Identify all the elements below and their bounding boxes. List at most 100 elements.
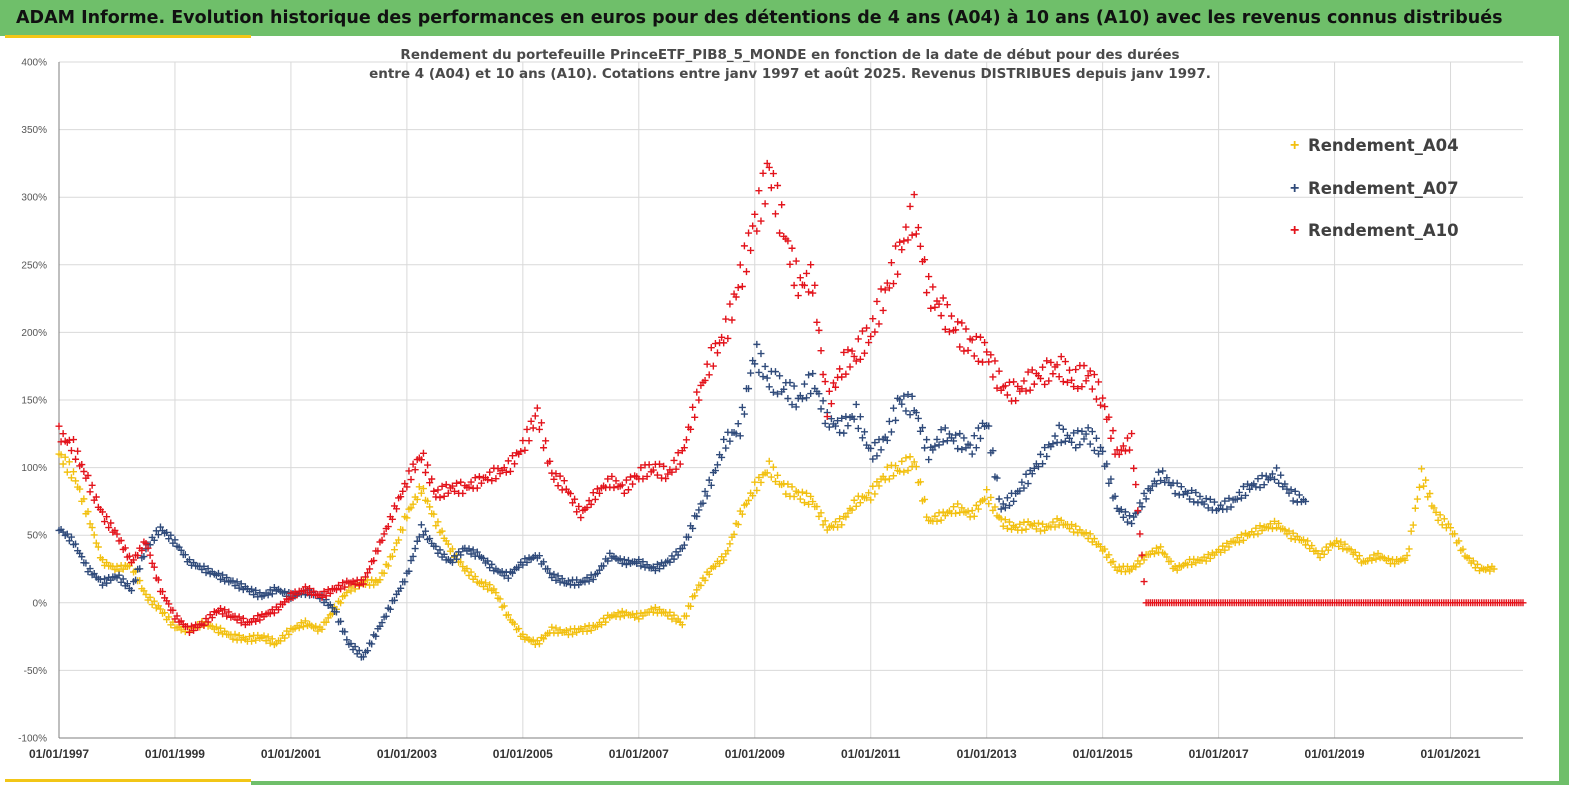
point-rendement-a10 (125, 552, 133, 560)
point-rendement-a07 (1080, 435, 1088, 443)
point-rendement-a04 (1049, 518, 1057, 526)
point-rendement-a10 (494, 465, 502, 473)
point-rendement-a07 (606, 549, 614, 557)
point-rendement-a07 (1111, 492, 1119, 500)
point-rendement-a04 (1341, 540, 1349, 548)
point-rendement-a04 (246, 633, 254, 641)
point-rendement-a07 (604, 557, 612, 565)
point-rendement-a07 (838, 414, 846, 422)
point-rendement-a07 (440, 550, 448, 558)
point-rendement-a04 (631, 613, 639, 621)
point-rendement-a07 (432, 542, 440, 550)
point-rendement-a07 (890, 404, 898, 412)
point-rendement-a04 (1032, 525, 1040, 533)
point-rendement-a10 (687, 425, 695, 433)
point-rendement-a04 (1469, 557, 1477, 565)
point-rendement-a07 (1217, 501, 1225, 509)
point-rendement-a04 (1384, 555, 1392, 563)
point-rendement-a10 (200, 621, 208, 629)
legend-marker-a10: + (1290, 222, 1300, 239)
accent-bar-bottom (5, 779, 251, 782)
point-rendement-a04 (819, 521, 827, 529)
point-rendement-a07 (136, 565, 144, 573)
point-rendement-a07 (515, 563, 523, 571)
point-rendement-a10 (927, 304, 935, 312)
point-rendement-a04 (1436, 511, 1444, 519)
point-rendement-a07 (774, 390, 782, 398)
point-rendement-a10 (434, 486, 442, 494)
point-rendement-a07 (1043, 452, 1051, 460)
point-rendement-a04 (664, 612, 672, 620)
point-rendement-a04 (1465, 554, 1473, 562)
point-rendement-a04 (987, 493, 995, 501)
point-rendement-a10 (595, 489, 603, 497)
point-rendement-a10 (825, 387, 833, 395)
point-rendement-a04 (165, 613, 173, 621)
point-rendement-a04 (883, 463, 891, 471)
point-rendement-a10 (713, 349, 721, 357)
point-rendement-a04 (985, 500, 993, 508)
point-rendement-a07 (1202, 495, 1210, 503)
point-rendement-a07 (771, 368, 779, 376)
point-rendement-a04 (248, 637, 256, 645)
point-rendement-a04 (1337, 538, 1345, 546)
point-rendement-a07 (620, 556, 628, 564)
point-rendement-a04 (1374, 549, 1382, 557)
point-rendement-a10 (1121, 447, 1129, 455)
point-rendement-a04 (140, 587, 148, 595)
point-rendement-a04 (1016, 520, 1024, 528)
point-rendement-a07 (154, 531, 162, 539)
point-rendement-a10 (832, 383, 840, 391)
point-rendement-a10 (88, 481, 96, 489)
point-rendement-a10 (976, 333, 984, 341)
point-rendement-a07 (65, 537, 73, 545)
point-rendement-a07 (181, 551, 189, 559)
point-rendement-a04 (796, 495, 804, 503)
point-rendement-a07 (898, 400, 906, 408)
point-rendement-a10 (724, 334, 732, 342)
point-rendement-a04 (1391, 560, 1399, 568)
point-rendement-a04 (666, 608, 674, 616)
point-rendement-a07 (248, 585, 256, 593)
point-rendement-a10 (426, 479, 434, 487)
point-rendement-a04 (817, 509, 825, 517)
point-rendement-a07 (1227, 503, 1235, 511)
point-rendement-a07 (827, 415, 835, 423)
point-rendement-a10 (1099, 394, 1107, 402)
point-rendement-a04 (875, 482, 883, 490)
point-rendement-a07 (337, 617, 345, 625)
point-rendement-a07 (1082, 430, 1090, 438)
point-rendement-a04 (511, 620, 519, 628)
point-rendement-a07 (1273, 464, 1281, 472)
point-rendement-a10 (1115, 450, 1123, 458)
point-rendement-a10 (873, 297, 881, 305)
x-tick-label: 01/01/2009 (725, 747, 785, 761)
point-rendement-a07 (405, 567, 413, 575)
point-rendement-a04 (1223, 539, 1231, 547)
point-rendement-a04 (1097, 543, 1105, 551)
point-rendement-a10 (417, 456, 425, 464)
point-rendement-a04 (569, 630, 577, 638)
point-rendement-a04 (407, 504, 415, 512)
point-rendement-a10 (618, 481, 626, 489)
point-rendement-a07 (858, 434, 866, 442)
point-rendement-a10 (508, 452, 516, 460)
point-rendement-a04 (1451, 530, 1459, 538)
point-rendement-a10 (1039, 363, 1047, 371)
x-tick-label: 01/01/2011 (841, 747, 901, 761)
point-rendement-a07 (1192, 489, 1200, 497)
point-rendement-a10 (591, 495, 599, 503)
point-rendement-a07 (954, 445, 962, 453)
point-rendement-a04 (1405, 545, 1413, 553)
point-rendement-a07 (952, 431, 960, 439)
point-rendement-a10 (838, 373, 846, 381)
point-rendement-a07 (223, 574, 231, 582)
point-rendement-a04 (885, 475, 893, 483)
point-rendement-a07 (852, 400, 860, 408)
point-rendement-a04 (1415, 483, 1423, 491)
point-rendement-a07 (1068, 438, 1076, 446)
point-rendement-a07 (906, 411, 914, 419)
point-rendement-a10 (1138, 551, 1146, 559)
point-rendement-a04 (1188, 560, 1196, 568)
point-rendement-a10 (254, 612, 262, 620)
